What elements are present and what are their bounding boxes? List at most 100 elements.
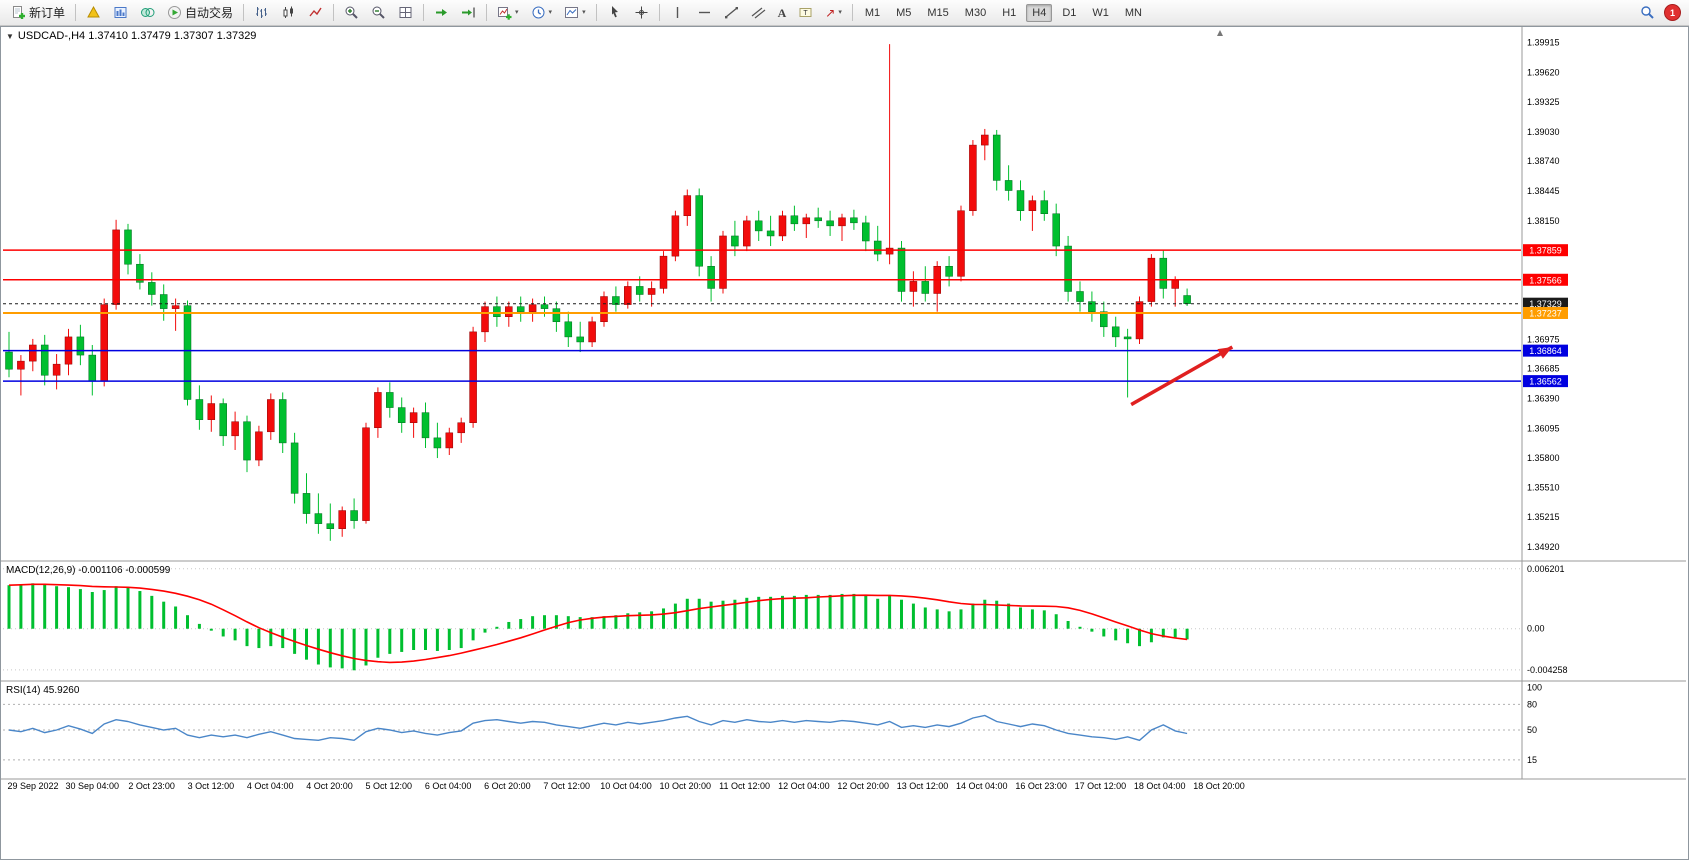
chart-shift-icon	[462, 7, 476, 18]
time-axis-label[interactable]: 18 Oct 20:00	[1193, 781, 1245, 791]
crosshair-button[interactable]	[630, 2, 653, 23]
horizontal-line-icon	[698, 11, 710, 14]
price-axis-tick: 1.39915	[1527, 38, 1560, 48]
vertical-line-tool-button[interactable]	[666, 2, 689, 23]
time-axis-label[interactable]: 4 Oct 04:00	[247, 781, 294, 791]
time-axis-label[interactable]: 5 Oct 12:00	[366, 781, 413, 791]
price-level-badge: 1.37237	[1523, 306, 1568, 319]
arrows-tool-button[interactable]: ↗ ▾	[821, 4, 846, 22]
bar-chart-button[interactable]	[250, 2, 273, 23]
svg-text:1.37329: 1.37329	[1529, 299, 1562, 309]
time-axis-label[interactable]: 10 Oct 20:00	[660, 781, 712, 791]
price-axis-tick: 1.36685	[1527, 364, 1560, 374]
data-window-button[interactable]	[109, 2, 132, 23]
svg-text:1.37566: 1.37566	[1529, 275, 1562, 285]
time-axis-label[interactable]: 12 Oct 20:00	[837, 781, 889, 791]
time-axis-label[interactable]: 6 Oct 20:00	[484, 781, 531, 791]
candlestick-chart-icon	[283, 6, 294, 18]
timeframe-m1[interactable]: M1	[859, 4, 886, 22]
price-axis-tick: 1.36975	[1527, 334, 1560, 344]
rsi-axis-label: 15	[1527, 755, 1537, 765]
candlestick-chart-button[interactable]	[277, 2, 300, 23]
channel-icon	[751, 7, 765, 19]
dropdown-caret-icon: ▾	[548, 9, 553, 16]
zoom-in-icon	[345, 6, 358, 19]
templates-button[interactable]: ▾	[560, 2, 590, 23]
line-chart-button[interactable]	[304, 2, 327, 23]
channel-tool-button[interactable]	[747, 2, 770, 23]
price-level-badge: 1.36864	[1523, 344, 1568, 357]
chart-shift-button[interactable]	[457, 2, 480, 23]
timeframe-h1[interactable]: H1	[996, 4, 1022, 22]
price-level-badge: 1.37329	[1523, 297, 1568, 310]
rsi-axis-label: 50	[1527, 725, 1537, 735]
toolbar-separator	[333, 4, 335, 21]
auto-scroll-button[interactable]	[430, 2, 453, 23]
svg-text:1.36864: 1.36864	[1529, 346, 1562, 356]
time-axis-label[interactable]: 3 Oct 12:00	[188, 781, 235, 791]
timeframe-d1[interactable]: D1	[1056, 4, 1082, 22]
trendline-tool-button[interactable]	[720, 2, 743, 23]
label-tool-button[interactable]: T	[794, 2, 817, 23]
macd-signal-line	[8, 583, 1188, 664]
zoom-in-button[interactable]	[340, 2, 363, 23]
auto-trading-button[interactable]: 自动交易	[163, 1, 237, 24]
time-axis-label[interactable]: 16 Oct 23:00	[1015, 781, 1067, 791]
text-tool-button[interactable]: A	[774, 4, 791, 22]
indicators-icon	[498, 7, 512, 20]
svg-text:T: T	[804, 10, 809, 17]
time-axis-label[interactable]: 2 Oct 23:00	[128, 781, 175, 791]
horizontal-line-tool-button[interactable]	[693, 2, 716, 23]
price-axis-tick: 1.38150	[1527, 216, 1560, 226]
periods-button[interactable]: ▾	[527, 2, 557, 23]
label-tool-icon: T	[799, 8, 812, 17]
rsi-line	[8, 714, 1188, 742]
rsi-axis-label: 80	[1527, 699, 1537, 709]
timeframe-m30[interactable]: M30	[959, 4, 992, 22]
indicators-button[interactable]: ▾	[493, 2, 523, 23]
time-axis-label[interactable]: 17 Oct 12:00	[1075, 781, 1127, 791]
search-button[interactable]	[1636, 2, 1659, 23]
time-axis-label[interactable]: 18 Oct 04:00	[1134, 781, 1186, 791]
time-axis-label[interactable]: 4 Oct 20:00	[306, 781, 353, 791]
chart-title-row: ▼ USDCAD-,H4 1.37410 1.37479 1.37307 1.3…	[6, 30, 256, 42]
time-axis-label[interactable]: 14 Oct 04:00	[956, 781, 1008, 791]
price-axis-tick: 1.35215	[1527, 512, 1560, 522]
time-axis-label[interactable]: 13 Oct 12:00	[897, 781, 949, 791]
price-axis-tick: 1.39620	[1527, 67, 1560, 77]
rsi-axis-label: 100	[1527, 682, 1542, 692]
timeframe-group: M1 M5 M15 M30 H1 H4 D1 W1 MN	[856, 3, 1151, 22]
time-axis-label[interactable]: 29 Sep 2022	[7, 781, 58, 791]
macd-histogram	[7, 583, 1189, 671]
chart-window: ▼ USDCAD-,H4 1.37410 1.37479 1.37307 1.3…	[0, 26, 1689, 860]
time-axis-label[interactable]: 6 Oct 04:00	[425, 781, 472, 791]
notification-badge[interactable]: 1	[1664, 4, 1681, 21]
navigator-button[interactable]	[136, 2, 159, 23]
chart-menu-icon[interactable]: ▼	[6, 31, 14, 41]
chart-shift-marker[interactable]	[1217, 30, 1223, 36]
timeframe-h4[interactable]: H4	[1026, 3, 1053, 22]
time-axis-label[interactable]: 10 Oct 04:00	[600, 781, 652, 791]
timeframe-m15[interactable]: M15	[921, 4, 954, 22]
time-axis-label[interactable]: 12 Oct 04:00	[778, 781, 830, 791]
bar-chart-icon	[256, 7, 268, 18]
svg-text:1.37859: 1.37859	[1529, 246, 1562, 256]
market-watch-icon	[87, 5, 100, 18]
zoom-out-icon	[372, 6, 385, 19]
new-order-button[interactable]: 新订单	[7, 1, 69, 24]
market-watch-button[interactable]	[82, 2, 105, 23]
candlestick-series	[5, 44, 1191, 541]
timeframe-mn[interactable]: MN	[1119, 4, 1148, 22]
time-axis-label[interactable]: 11 Oct 12:00	[719, 781, 770, 791]
toolbar-separator	[595, 4, 597, 21]
time-axis-label[interactable]: 30 Sep 04:00	[66, 781, 120, 791]
annotation-arrow[interactable]	[1130, 342, 1235, 407]
timeframe-w1[interactable]: W1	[1086, 4, 1115, 22]
macd-indicator-label: MACD(12,26,9) -0.001106 -0.000599	[6, 565, 171, 576]
time-axis-label[interactable]: 7 Oct 12:00	[543, 781, 590, 791]
cursor-button[interactable]	[603, 2, 626, 23]
zoom-out-button[interactable]	[367, 2, 390, 23]
timeframe-m5[interactable]: M5	[890, 4, 917, 22]
tile-windows-button[interactable]	[394, 2, 417, 23]
